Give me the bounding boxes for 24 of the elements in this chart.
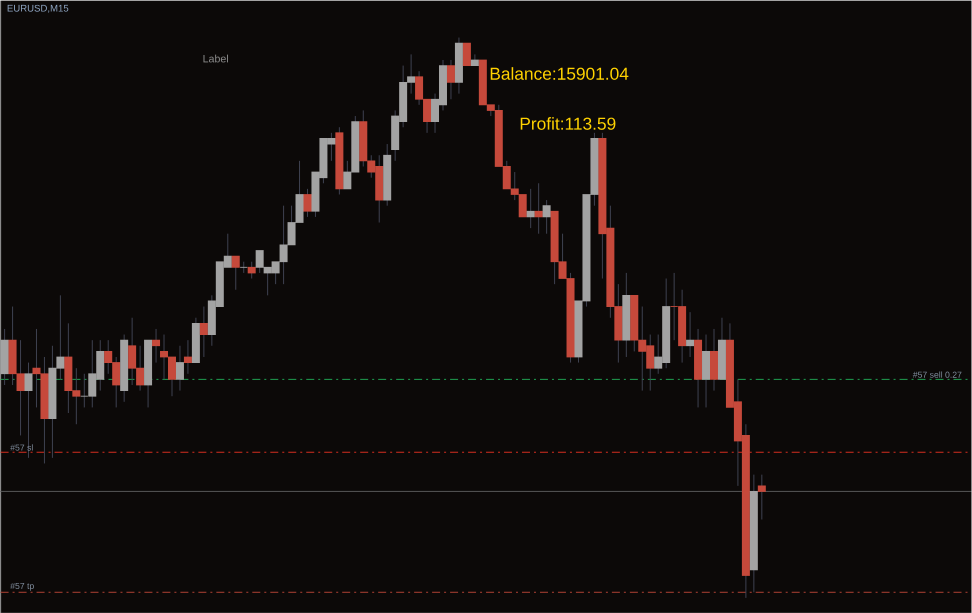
candlestick (686, 311, 694, 358)
annotation: Balance:15901.04 (490, 66, 628, 80)
candlestick (152, 328, 160, 363)
candlestick (526, 188, 535, 228)
candlestick (176, 345, 184, 391)
chart-title: EURUSD,M15 (8, 4, 68, 13)
ref-line-label: #57 sell 0.27 (912, 371, 962, 378)
candlestick (24, 362, 33, 458)
candlestick (758, 474, 766, 520)
candlestick (240, 260, 248, 274)
candlestick (446, 59, 455, 100)
candlestick (200, 306, 208, 358)
candlestick (184, 339, 192, 374)
candlestick (470, 54, 479, 66)
annotation: Label (203, 54, 228, 62)
annotation: Profit:113.59 (520, 116, 616, 130)
candlestick (248, 260, 256, 279)
candlestick (534, 182, 543, 234)
candlestick (542, 199, 551, 234)
candlestick (303, 188, 312, 218)
ref-line-label: #57 tp (10, 582, 34, 590)
candlestick (462, 42, 471, 66)
ref-line-label: #57 sl (10, 444, 33, 450)
candlestick (232, 255, 240, 290)
